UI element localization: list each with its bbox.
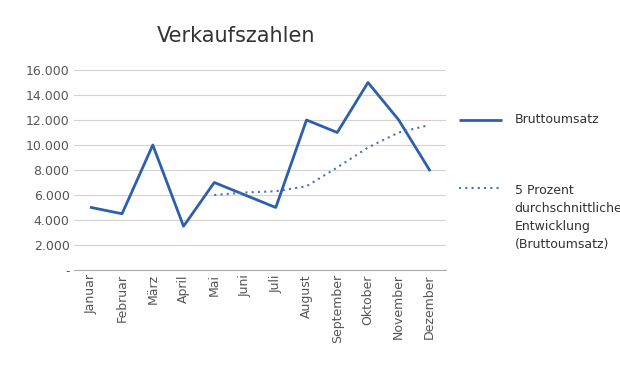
Text: Bruttoumsatz: Bruttoumsatz	[515, 114, 599, 126]
Text: (Bruttoumsatz): (Bruttoumsatz)	[515, 238, 609, 251]
Text: durchschnittliche: durchschnittliche	[515, 202, 620, 215]
Text: Entwicklung: Entwicklung	[515, 220, 590, 233]
Text: 5 Prozent: 5 Prozent	[515, 184, 574, 197]
Text: Verkaufszahlen: Verkaufszahlen	[156, 26, 315, 46]
